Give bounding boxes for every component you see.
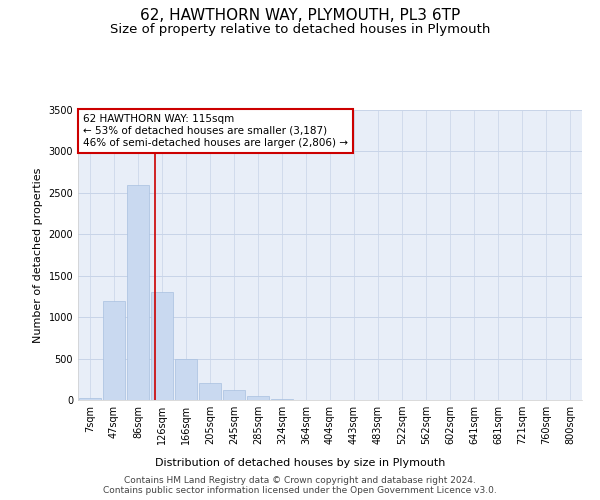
Bar: [271, 399, 293, 400]
Text: Contains HM Land Registry data © Crown copyright and database right 2024.
Contai: Contains HM Land Registry data © Crown c…: [103, 476, 497, 495]
Bar: [127, 184, 149, 400]
Bar: [223, 390, 245, 400]
Bar: [175, 358, 197, 400]
Bar: [199, 384, 221, 400]
Y-axis label: Number of detached properties: Number of detached properties: [33, 168, 43, 342]
Text: Size of property relative to detached houses in Plymouth: Size of property relative to detached ho…: [110, 22, 490, 36]
Text: 62, HAWTHORN WAY, PLYMOUTH, PL3 6TP: 62, HAWTHORN WAY, PLYMOUTH, PL3 6TP: [140, 8, 460, 22]
Bar: [79, 398, 101, 400]
Bar: [103, 300, 125, 400]
Bar: [151, 292, 173, 400]
Text: 62 HAWTHORN WAY: 115sqm
← 53% of detached houses are smaller (3,187)
46% of semi: 62 HAWTHORN WAY: 115sqm ← 53% of detache…: [83, 114, 348, 148]
Bar: [247, 396, 269, 400]
Text: Distribution of detached houses by size in Plymouth: Distribution of detached houses by size …: [155, 458, 445, 468]
